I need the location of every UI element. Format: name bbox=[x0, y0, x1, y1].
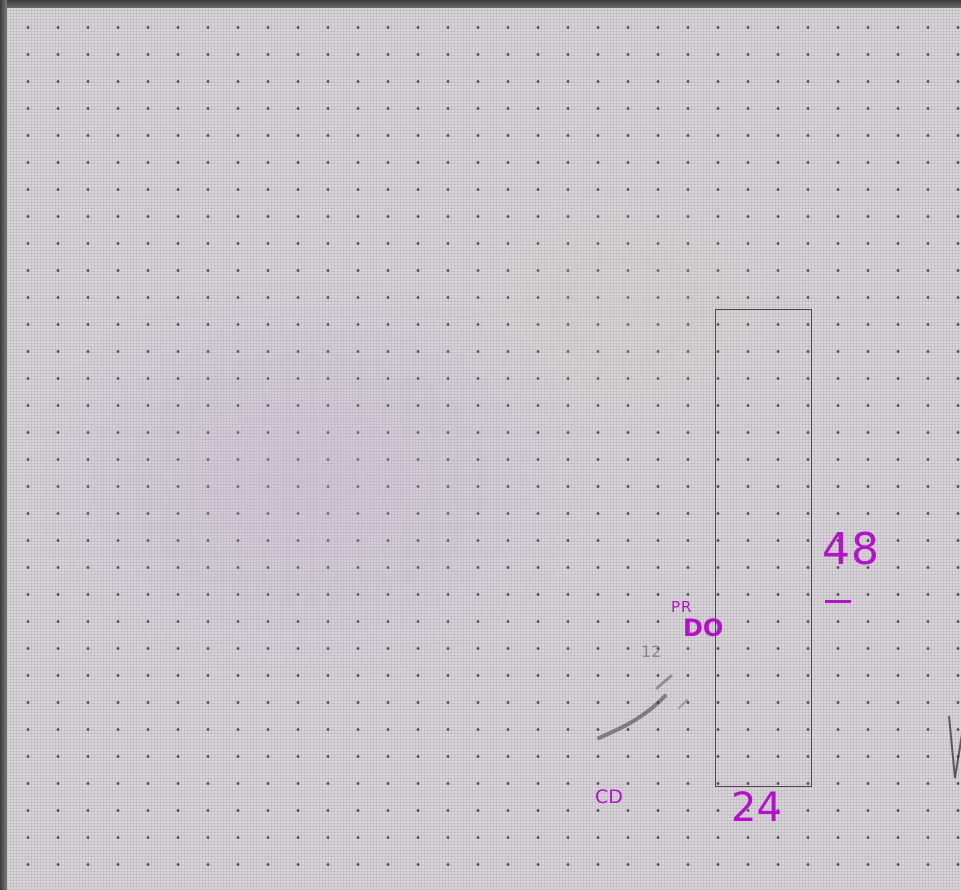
room-outline-rectangle[interactable] bbox=[715, 309, 812, 787]
dot-grid-canvas[interactable]: 12 PR DO 48 24 CD bbox=[7, 8, 961, 890]
pencil-sketch-mark bbox=[597, 674, 688, 740]
edge-pencil-mark bbox=[948, 715, 961, 779]
height-dimension-dash bbox=[825, 600, 851, 603]
height-dimension-label: 48 bbox=[822, 524, 880, 575]
monitor-left-bezel bbox=[0, 0, 7, 890]
marks-label: DO bbox=[683, 614, 724, 642]
monitor-top-bezel bbox=[0, 0, 961, 8]
faint-pencil-number: 12 bbox=[641, 642, 662, 661]
pr-label: PR bbox=[671, 598, 693, 616]
width-dimension-label: 24 bbox=[731, 785, 782, 831]
screen-color-tint bbox=[7, 8, 961, 890]
cd-label: CD bbox=[595, 786, 623, 808]
